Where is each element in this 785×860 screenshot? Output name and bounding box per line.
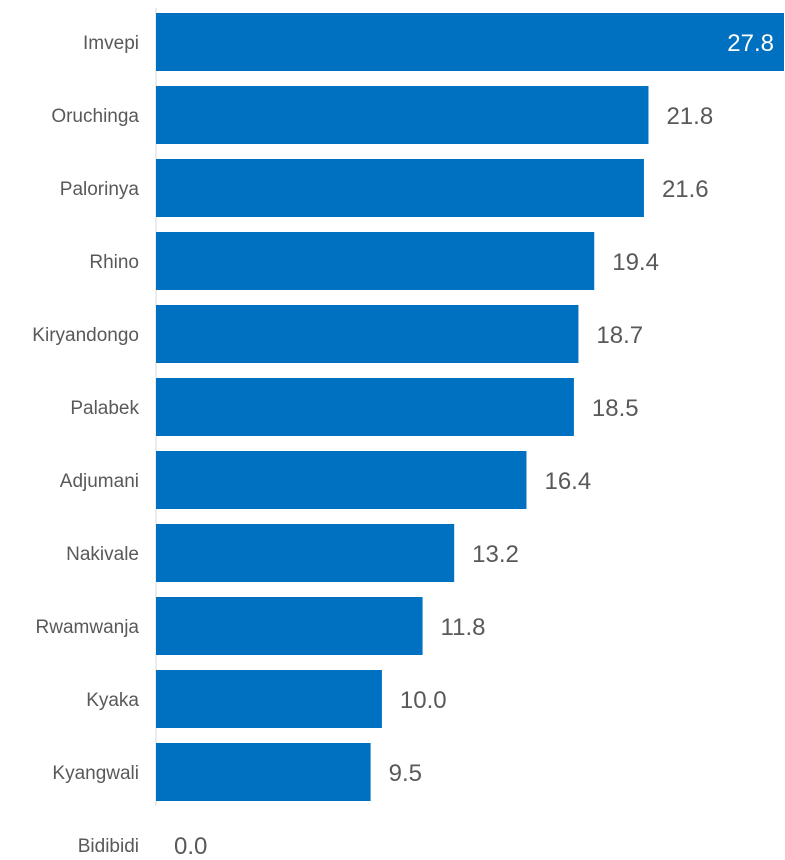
- category-label-adjumani: Adjumani: [60, 471, 139, 492]
- category-label-bidibidi: Bidibidi: [78, 836, 139, 857]
- value-label-bidibidi: 0.0: [174, 833, 207, 860]
- bar-palabek: [156, 378, 574, 436]
- category-label-kyangwali: Kyangwali: [52, 763, 139, 784]
- value-label-kyangwali: 9.5: [389, 760, 422, 787]
- bar-rhino: [156, 232, 595, 290]
- category-label-imvepi: Imvepi: [83, 33, 139, 54]
- value-label-kiryandongo: 18.7: [596, 322, 643, 349]
- value-labels: 27.8 21.8 21.6 19.4 18.7 18.5 16.4 13.2 11.8 10.0…: [174, 30, 774, 860]
- bar-kyangwali: [156, 743, 371, 801]
- bar-kyaka: [156, 670, 382, 728]
- category-labels: Imvepi Oruchinga Palorinya Rhino Kiryandongo…: [32, 33, 139, 857]
- value-label-imvepi: 27.8: [727, 30, 774, 57]
- value-label-oruchinga: 21.8: [666, 103, 713, 130]
- value-label-palorinya: 21.6: [662, 176, 709, 203]
- value-label-nakivale: 13.2: [472, 541, 519, 568]
- bar-nakivale: [156, 524, 455, 582]
- value-label-palabek: 18.5: [592, 395, 639, 422]
- value-label-rwamwanja: 11.8: [441, 614, 486, 641]
- category-label-palabek: Palabek: [70, 398, 139, 419]
- category-label-kiryandongo: Kiryandongo: [32, 325, 139, 346]
- category-label-palorinya: Palorinya: [60, 179, 140, 200]
- category-label-kyaka: Kyaka: [86, 690, 139, 711]
- value-label-adjumani: 16.4: [544, 468, 591, 495]
- value-label-kyaka: 10.0: [400, 687, 447, 714]
- bar-rwamwanja: [156, 597, 423, 655]
- category-label-nakivale: Nakivale: [66, 544, 139, 565]
- bars-layer: [156, 13, 784, 801]
- bar-imvepi: [156, 13, 784, 71]
- category-label-rwamwanja: Rwamwanja: [36, 617, 140, 638]
- bar-kiryandongo: [156, 305, 579, 363]
- bar-oruchinga: [156, 86, 649, 144]
- category-label-oruchinga: Oruchinga: [51, 106, 139, 127]
- value-label-rhino: 19.4: [612, 249, 659, 276]
- bar-adjumani: [156, 451, 527, 509]
- bar-palorinya: [156, 159, 644, 217]
- category-label-rhino: Rhino: [89, 252, 139, 273]
